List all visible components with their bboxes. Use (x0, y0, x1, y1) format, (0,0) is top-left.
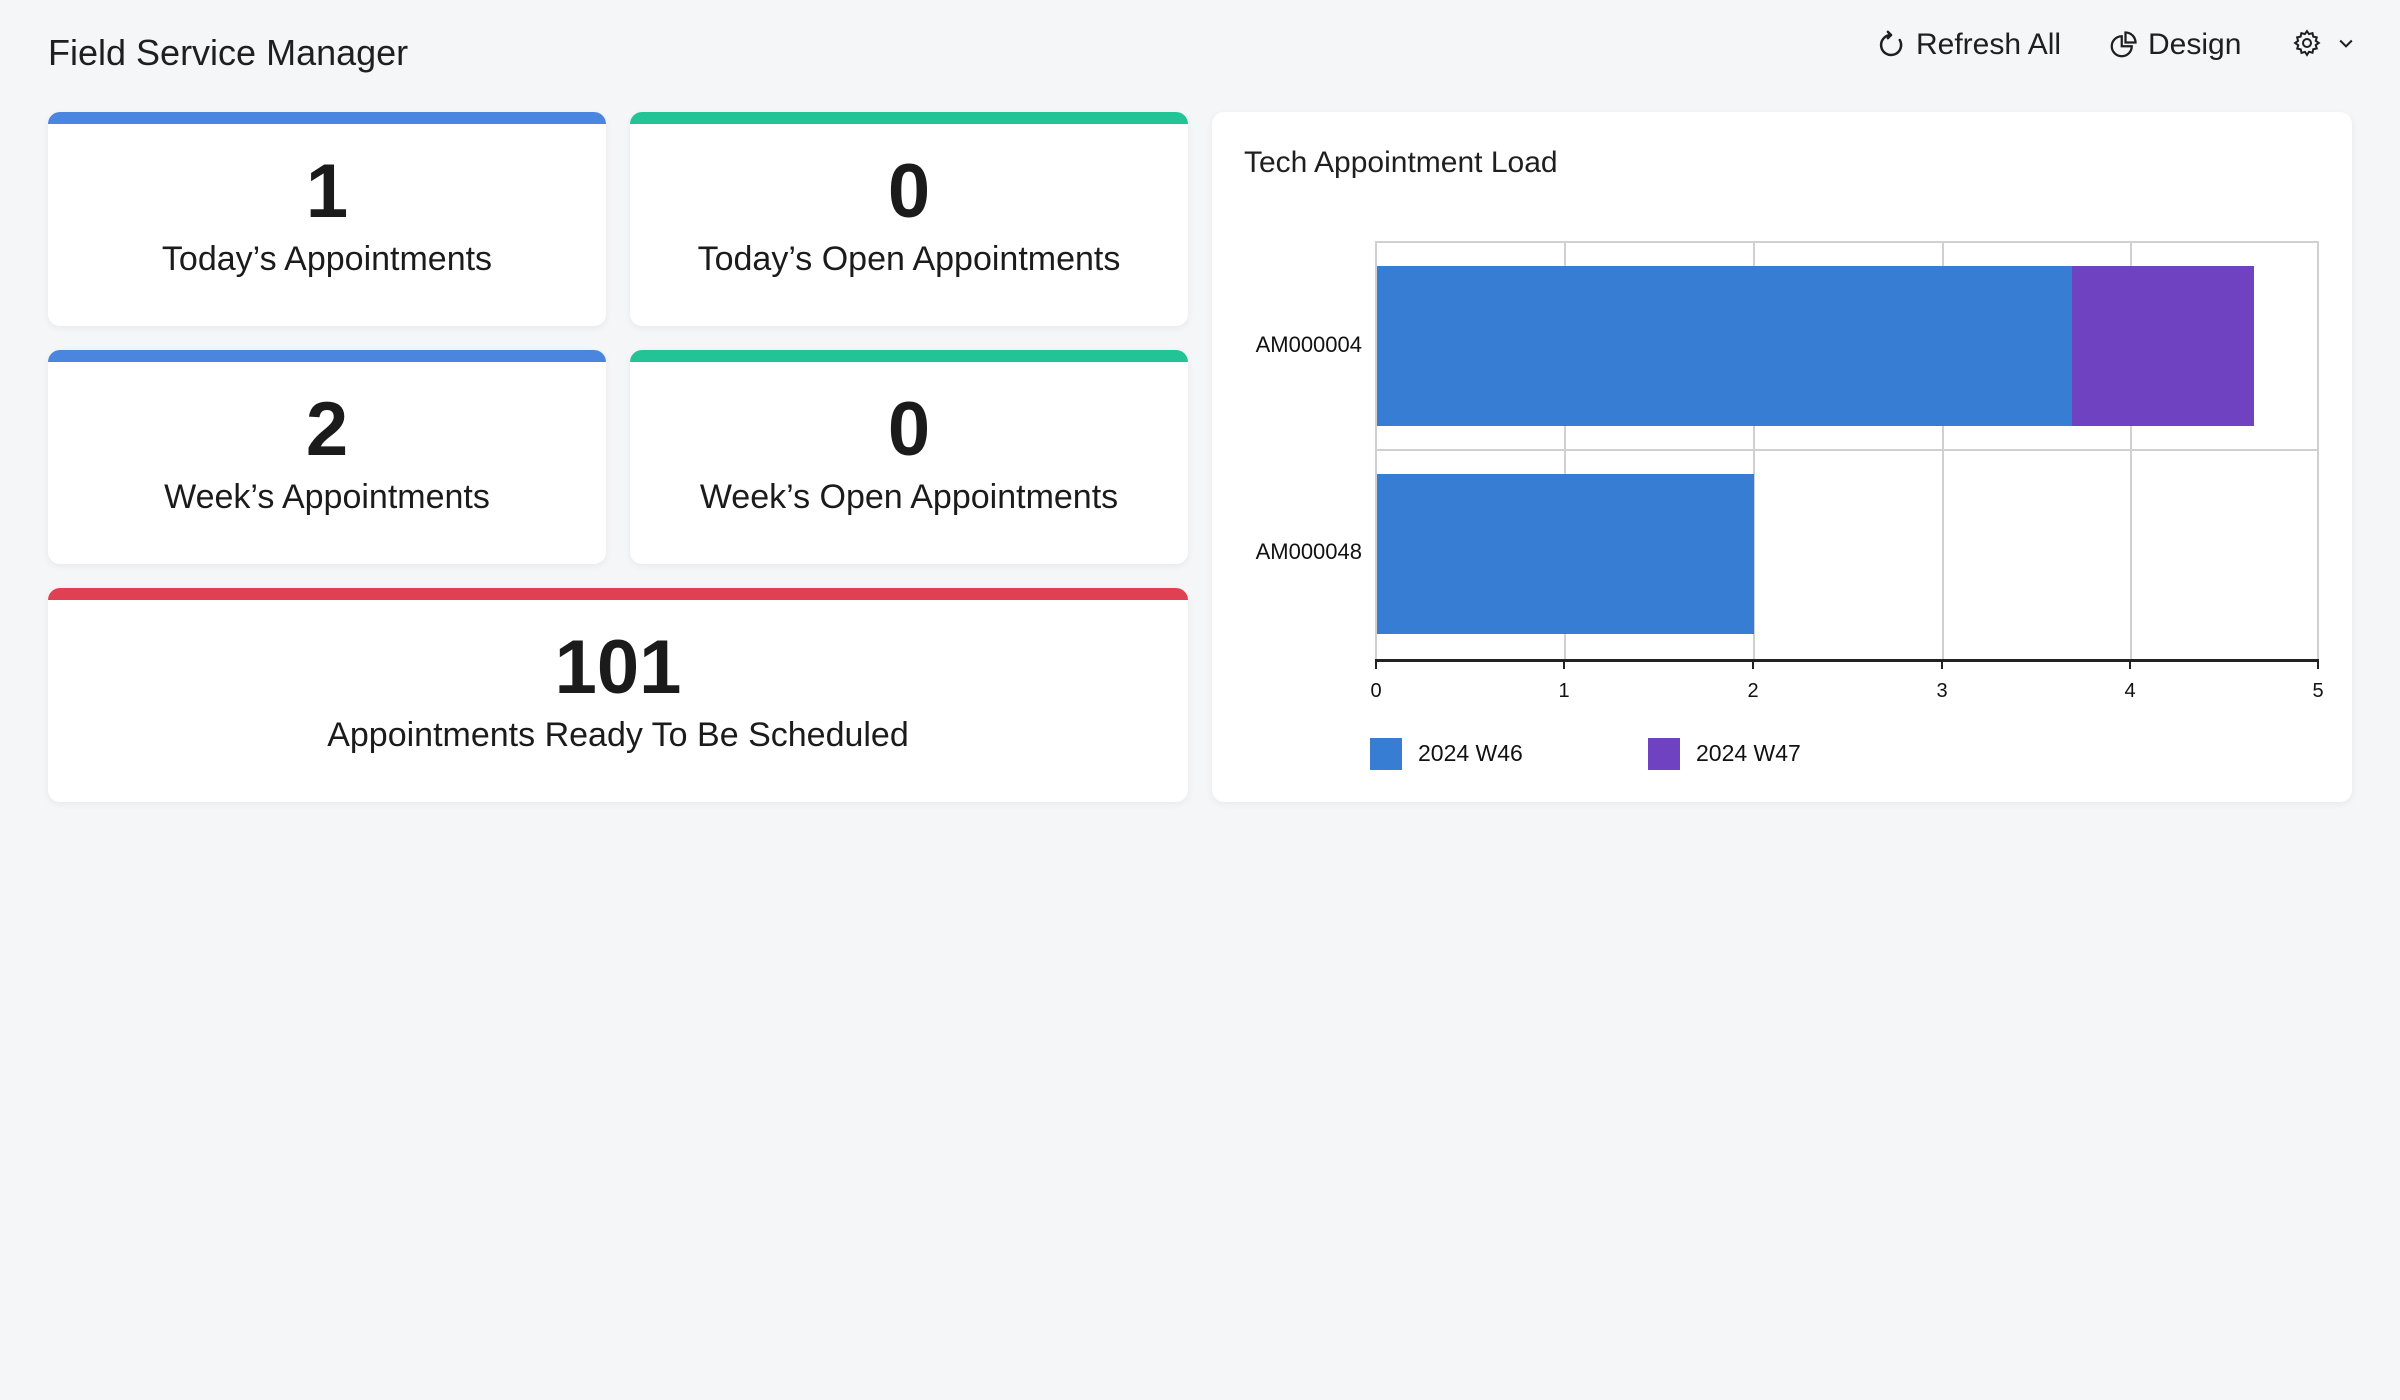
x-axis (1375, 659, 2319, 662)
kpi-value: 0 (887, 387, 931, 472)
kpi-value: 2 (305, 387, 349, 472)
x-tick-label: 1 (1558, 680, 1570, 702)
kpi-value: 1 (305, 149, 349, 234)
x-tick-label: 3 (1936, 680, 1948, 702)
settings-menu-button[interactable] (2292, 28, 2356, 58)
legend-label[interactable]: 2024 W47 (1696, 740, 1801, 766)
x-tick-label: 5 (2312, 680, 2324, 702)
bar-am000004-w47[interactable] (2072, 266, 2254, 426)
legend-swatch-w47[interactable] (1648, 738, 1680, 770)
refresh-all-label: Refresh All (1916, 28, 2062, 61)
kpi-label: Week’s Open Appointments (699, 478, 1119, 516)
chart-title: Tech Appointment Load (1244, 146, 1558, 179)
y-label: AM000048 (1255, 539, 1362, 564)
accent-bar (630, 112, 1188, 124)
kpi-card-weeks-open-appointments[interactable]: 0 Week’s Open Appointments (630, 350, 1188, 564)
design-button[interactable]: Design (2108, 28, 2241, 62)
chevron-down-icon (2339, 39, 2353, 48)
kpi-value: 0 (887, 149, 931, 234)
kpi-label: Week’s Appointments (164, 478, 490, 516)
legend-swatch-w46[interactable] (1370, 738, 1402, 770)
bar-am000004-w46[interactable] (1377, 266, 2072, 426)
pie-chart-icon (2110, 31, 2137, 58)
y-label: AM000004 (1255, 332, 1362, 357)
kpi-label: Today’s Appointments (161, 240, 493, 278)
accent-bar (48, 112, 606, 124)
x-tick-label: 4 (2124, 680, 2136, 702)
refresh-icon (1879, 30, 1903, 57)
x-tick-label: 2 (1747, 680, 1759, 702)
x-tick-label: 0 (1370, 680, 1382, 702)
legend-label[interactable]: 2024 W46 (1418, 740, 1523, 766)
kpi-card-weeks-appointments[interactable]: 2 Week’s Appointments (48, 350, 606, 564)
kpi-card-todays-appointments[interactable]: 1 Today’s Appointments (48, 112, 606, 326)
accent-bar (48, 350, 606, 362)
accent-bar (630, 350, 1188, 362)
chart-plot-area (1375, 241, 2319, 660)
kpi-card-todays-open-appointments[interactable]: 0 Today’s Open Appointments (630, 112, 1188, 326)
gear-icon (2293, 29, 2321, 57)
bar-am000048-w46[interactable] (1377, 474, 1754, 634)
design-label: Design (2148, 28, 2242, 61)
page-title: Field Service Manager (48, 32, 409, 73)
refresh-all-button[interactable]: Refresh All (1876, 28, 2061, 62)
accent-bar (48, 588, 1188, 600)
kpi-label: Appointments Ready To Be Scheduled (327, 716, 909, 754)
kpi-value: 101 (554, 625, 682, 710)
kpi-label: Today’s Open Appointments (697, 240, 1121, 278)
kpi-card-ready-to-schedule[interactable]: 101 Appointments Ready To Be Scheduled (48, 588, 1188, 802)
chart-card-tech-appointment-load: Tech Appointment Load AM000004 AM000048 … (1212, 112, 2352, 802)
